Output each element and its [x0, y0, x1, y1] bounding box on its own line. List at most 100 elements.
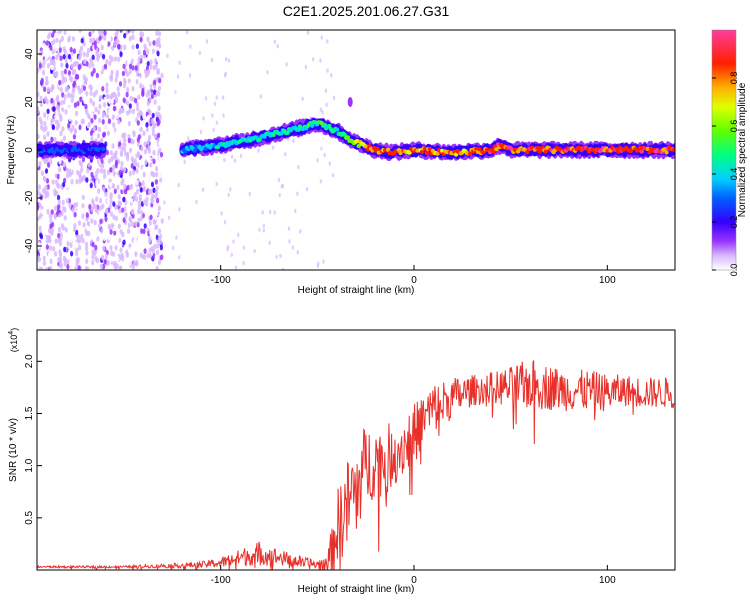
noise-blob — [64, 220, 68, 226]
noise-blob — [127, 228, 131, 234]
noise-blob — [139, 110, 143, 117]
noise-blob — [113, 230, 117, 236]
noise-blob — [158, 77, 162, 84]
noise-blob — [262, 228, 265, 233]
noise-blob — [145, 122, 149, 128]
noise-blob — [87, 113, 91, 120]
noise-blob — [132, 169, 136, 176]
noise-blob — [156, 68, 160, 74]
noise-blob — [101, 203, 105, 210]
noise-blob — [116, 184, 120, 191]
noise-blob — [121, 231, 125, 238]
noise-blob — [76, 74, 80, 80]
noise-blob — [99, 197, 103, 204]
noise-blob — [324, 264, 327, 270]
noise-blob — [253, 248, 256, 254]
noise-blob — [324, 161, 328, 166]
noise-blob — [100, 137, 104, 144]
noise-blob — [119, 247, 123, 253]
noise-blob — [72, 82, 76, 88]
noise-blob — [217, 160, 221, 165]
noise-blob — [102, 132, 106, 138]
noise-blob — [98, 103, 102, 110]
noise-blob — [115, 72, 119, 79]
noise-blob — [116, 86, 120, 92]
noise-blob — [78, 124, 82, 131]
noise-blob — [79, 161, 84, 168]
ridge-mark — [477, 147, 482, 152]
noise-blob — [126, 184, 130, 191]
noise-blob — [309, 93, 312, 98]
noise-blob — [130, 221, 135, 227]
noise-blob — [71, 207, 75, 213]
noise-blob — [62, 205, 66, 212]
ridge-mark — [543, 149, 549, 154]
noise-blob — [100, 158, 104, 164]
noise-blob — [46, 51, 51, 58]
noise-blob — [147, 84, 151, 90]
noise-blob — [199, 185, 203, 190]
noise-blob — [69, 186, 73, 192]
noise-blob — [55, 37, 59, 43]
noise-blob — [118, 266, 122, 270]
noise-blob — [316, 263, 320, 269]
noise-blob — [85, 230, 89, 237]
noise-blob — [59, 55, 63, 61]
noise-blob — [73, 68, 77, 75]
noise-blob — [78, 244, 82, 251]
ridge-mark — [203, 146, 208, 151]
noise-blob — [129, 184, 133, 190]
noise-blob — [49, 258, 53, 265]
noise-blob — [233, 158, 237, 163]
noise-blob — [45, 244, 50, 250]
noise-blob — [45, 178, 50, 184]
noise-blob — [58, 240, 63, 247]
noise-blob — [150, 181, 155, 188]
noise-blob — [60, 99, 64, 106]
noise-blob — [157, 85, 161, 92]
noise-blob — [109, 149, 113, 156]
noise-blob — [128, 69, 132, 75]
noise-blob — [198, 97, 201, 102]
noise-blob — [84, 266, 89, 270]
noise-blob — [149, 79, 153, 85]
noise-blob — [52, 38, 56, 45]
noise-blob — [125, 175, 129, 182]
noise-blob — [284, 152, 287, 157]
noise-blob — [104, 117, 108, 123]
noise-blob — [221, 95, 225, 100]
noise-blob — [134, 65, 138, 71]
noise-blob — [58, 79, 62, 86]
noise-blob — [210, 218, 213, 224]
noise-blob — [113, 260, 117, 267]
noise-blob — [102, 186, 106, 192]
noise-blob — [95, 170, 99, 177]
colorbar-gradient — [711, 29, 737, 271]
noise-blob — [104, 191, 108, 197]
noise-blob — [109, 76, 113, 82]
noise-blob — [275, 254, 278, 260]
noise-blob — [54, 78, 58, 84]
noise-blob — [136, 221, 140, 228]
noise-blob — [153, 243, 157, 250]
noise-blob — [301, 96, 304, 102]
noise-blob — [76, 209, 80, 216]
ridge-mark — [310, 123, 315, 128]
noise-blob — [52, 30, 56, 34]
noise-blob — [291, 245, 295, 250]
ridge-mark — [419, 149, 425, 154]
noise-blob — [151, 130, 155, 137]
noise-blob — [103, 35, 107, 41]
noise-blob — [148, 238, 152, 244]
y-tick-label: -20 — [24, 190, 35, 205]
ridge-mark — [494, 147, 499, 152]
x-tick-label: -100 — [211, 575, 231, 586]
noise-blob — [49, 213, 53, 220]
noise-blob — [129, 95, 133, 102]
noise-blob — [105, 149, 109, 156]
noise-blob — [229, 187, 232, 192]
noise-blob — [73, 202, 77, 209]
noise-blob — [56, 183, 61, 189]
noise-blob — [61, 199, 65, 206]
noise-blob — [100, 209, 104, 215]
